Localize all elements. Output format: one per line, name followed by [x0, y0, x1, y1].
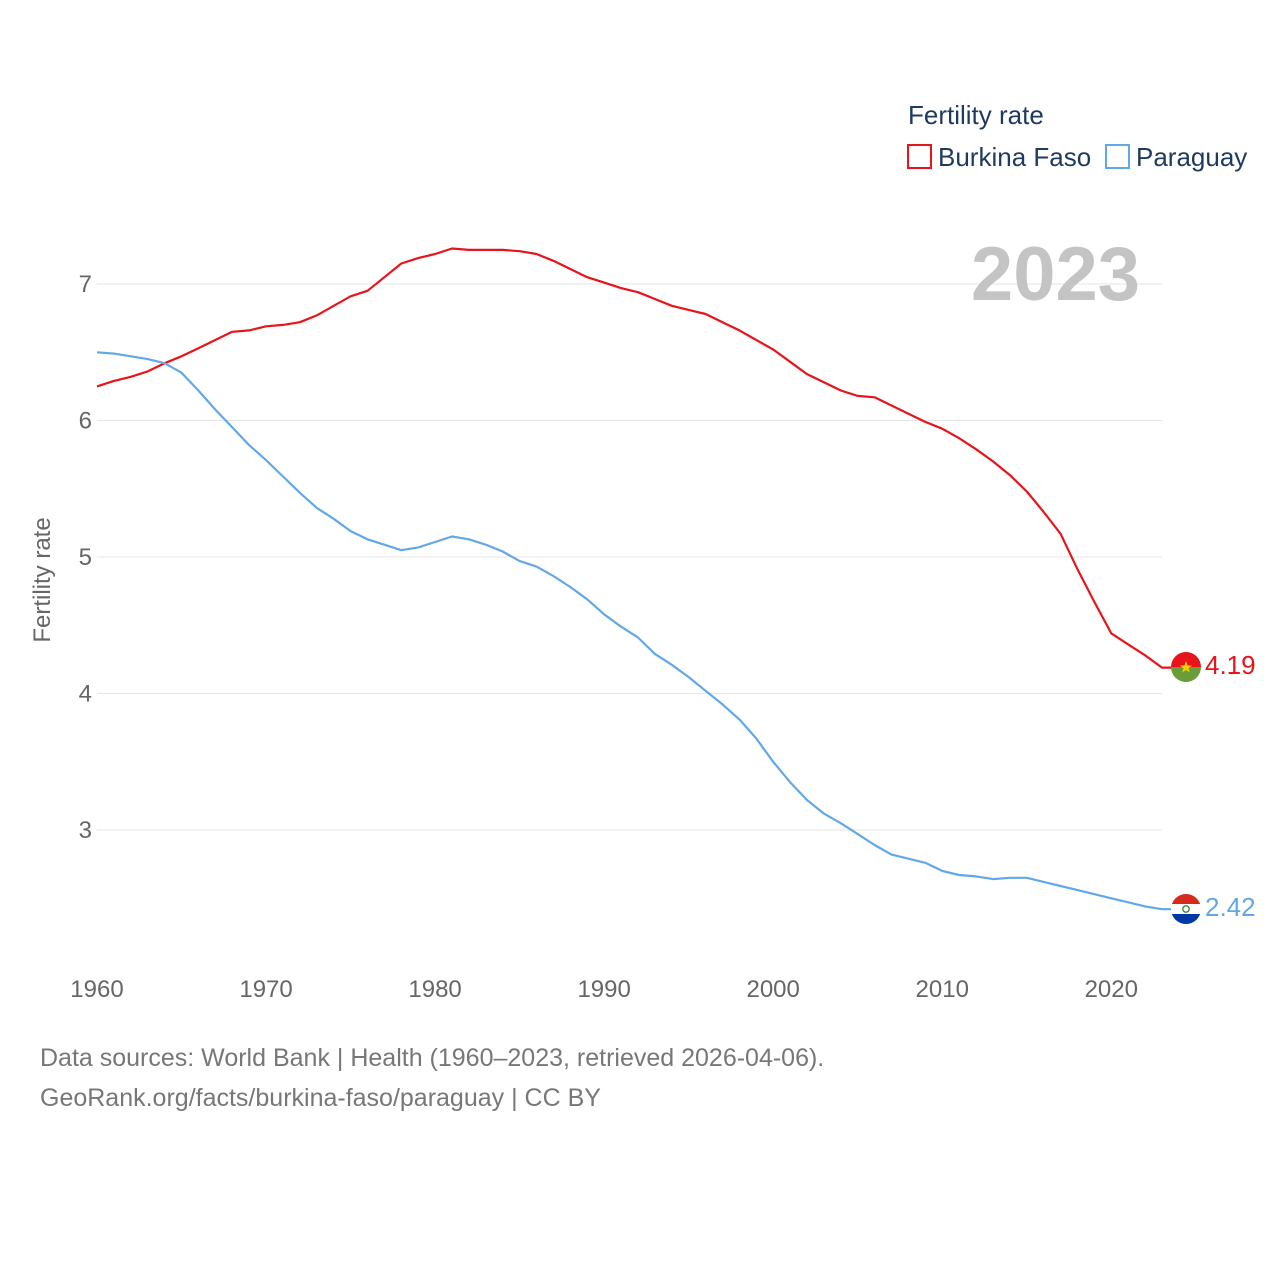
series-lines [96, 247, 1172, 911]
x-tick-label: 1960 [70, 976, 123, 1003]
legend: Fertility rate Burkina Faso Paraguay [907, 100, 1247, 172]
end-label-burkina-faso: 4.19 [1205, 650, 1256, 680]
end-label-paraguay: 2.42 [1205, 892, 1256, 922]
legend-swatch-burkina-faso [907, 144, 932, 169]
legend-label-paraguay: Paraguay [1136, 142, 1247, 172]
paraguay-flag-icon [1171, 894, 1201, 924]
legend-item-paraguay[interactable]: Paraguay [1105, 142, 1247, 172]
burkina-faso-flag-icon [1171, 652, 1201, 682]
grid-lines [97, 283, 1162, 831]
x-axis: 1960 1970 1980 1990 2000 2010 2020 [70, 976, 1138, 1003]
x-tick-label: 2010 [916, 976, 969, 1003]
x-tick-label: 2020 [1085, 976, 1138, 1003]
year-label: 2023 [971, 232, 1140, 317]
x-tick-label: 2000 [746, 976, 799, 1003]
source-line-1: Data sources: World Bank | Health (1960–… [40, 1044, 825, 1072]
y-axis-label: Fertility rate [29, 517, 56, 642]
x-tick-label: 1990 [577, 976, 630, 1003]
y-tick-label: 3 [79, 817, 92, 844]
legend-swatch-paraguay [1105, 144, 1130, 169]
series-line-burkina-faso[interactable] [96, 247, 1172, 669]
y-tick-label: 7 [79, 271, 92, 298]
legend-label-burkina-faso: Burkina Faso [938, 142, 1091, 172]
x-tick-label: 1970 [239, 976, 292, 1003]
y-tick-label: 6 [79, 408, 92, 435]
y-tick-label: 5 [79, 544, 92, 571]
legend-title: Fertility rate [908, 100, 1044, 130]
x-tick-label: 1980 [408, 976, 461, 1003]
y-axis: 3 4 5 6 7 [79, 271, 92, 844]
y-tick-label: 4 [79, 681, 92, 708]
legend-item-burkina-faso[interactable]: Burkina Faso [907, 142, 1091, 172]
series-line-paraguay[interactable] [96, 351, 1172, 911]
source-line-2: GeoRank.org/facts/burkina-faso/paraguay … [40, 1084, 601, 1112]
